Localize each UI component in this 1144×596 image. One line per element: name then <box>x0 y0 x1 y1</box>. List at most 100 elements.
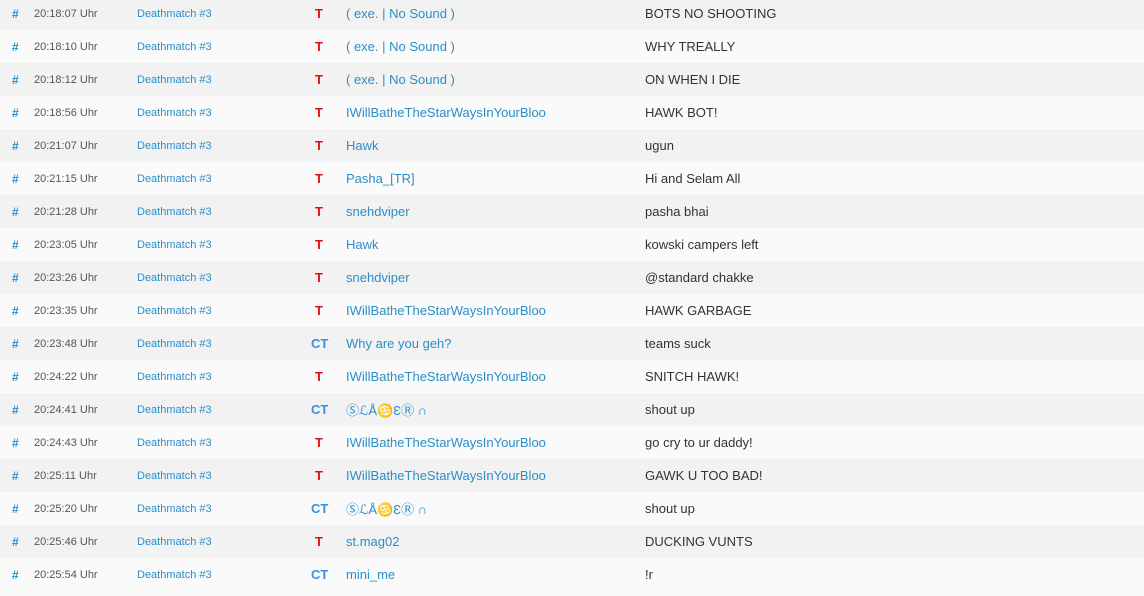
server-link[interactable]: Deathmatch #3 <box>137 106 212 119</box>
team-badge: CT <box>311 567 329 582</box>
player-link[interactable]: ( exe. | No Sound ) <box>346 6 455 21</box>
permalink-link[interactable]: # <box>12 369 19 384</box>
player-link[interactable]: IWillBatheTheStarWaysInYourBloo <box>346 468 546 483</box>
player-link[interactable]: IWillBatheTheStarWaysInYourBloo <box>346 435 546 450</box>
server-link[interactable]: Deathmatch #3 <box>137 568 212 581</box>
table-row: #20:25:11 Uhr Deathmatch #3 T IWillBatheThe… <box>0 459 1144 492</box>
permalink-link[interactable]: # <box>12 39 19 54</box>
team-badge: T <box>315 237 323 252</box>
permalink-link[interactable]: # <box>12 237 19 252</box>
permalink-link[interactable]: # <box>12 270 19 285</box>
player-link[interactable]: Hawk <box>346 138 379 153</box>
server-link[interactable]: Deathmatch #3 <box>137 40 212 53</box>
permalink-link[interactable]: # <box>12 138 19 153</box>
chat-message: WHY TREALLY <box>645 39 736 54</box>
server-link[interactable]: Deathmatch #3 <box>137 337 212 350</box>
player-link[interactable]: IWillBatheTheStarWaysInYourBloo <box>346 369 546 384</box>
table-row: #20:25:20 Uhr Deathmatch #3 CT ⓈℒÅ♋ƐⓇ ∩ shou… <box>0 492 1144 525</box>
chat-message: go cry to ur daddy! <box>645 435 753 450</box>
permalink-link[interactable]: # <box>12 402 19 417</box>
timestamp: 20:23:48 Uhr <box>34 337 98 350</box>
team-badge: T <box>315 39 323 54</box>
player-link[interactable]: mini_me <box>346 567 396 582</box>
permalink-link[interactable]: # <box>12 171 19 186</box>
table-row: #20:18:56 Uhr Deathmatch #3 T IWillBatheThe… <box>0 96 1144 129</box>
chat-message: ugun <box>645 138 674 153</box>
team-badge: T <box>315 72 323 87</box>
player-link[interactable]: IWillBatheTheStarWaysInYourBloo <box>346 105 546 120</box>
player-link[interactable]: ( exe. | No Sound ) <box>346 72 455 87</box>
team-badge: T <box>315 468 323 483</box>
team-badge: T <box>315 435 323 450</box>
permalink-link[interactable]: # <box>12 72 19 87</box>
timestamp: 20:18:07 Uhr <box>34 7 98 20</box>
chat-message: DUCKING VUNTS <box>645 534 753 549</box>
timestamp: 20:25:46 Uhr <box>34 535 98 548</box>
server-link[interactable]: Deathmatch #3 <box>137 469 212 482</box>
table-row: #20:18:07 Uhr Deathmatch #3 T ( exe. | No S… <box>0 0 1144 30</box>
server-link[interactable]: Deathmatch #3 <box>137 73 212 86</box>
player-link[interactable]: st.mag02 <box>346 534 400 549</box>
timestamp: 20:21:28 Uhr <box>34 205 98 218</box>
player-link[interactable]: snehdviper <box>346 270 410 285</box>
chat-message: BOTS NO SHOOTING <box>645 6 777 21</box>
table-row: #20:24:22 Uhr Deathmatch #3 T IWillBatheThe… <box>0 360 1144 393</box>
server-link[interactable]: Deathmatch #3 <box>137 403 212 416</box>
player-link[interactable]: Pasha_[TR] <box>346 171 415 186</box>
server-link[interactable]: Deathmatch #3 <box>137 502 212 515</box>
chat-message: shout up <box>645 402 695 417</box>
timestamp: 20:23:05 Uhr <box>34 238 98 251</box>
server-link[interactable]: Deathmatch #3 <box>137 271 212 284</box>
table-row: #20:23:05 Uhr Deathmatch #3 T Hawk kowski ca… <box>0 228 1144 261</box>
server-link[interactable]: Deathmatch #3 <box>137 172 212 185</box>
player-link[interactable]: ( exe. | No Sound ) <box>346 39 455 54</box>
chat-message: teams suck <box>645 336 711 351</box>
permalink-link[interactable]: # <box>12 501 19 516</box>
player-link[interactable]: ⓈℒÅ♋ƐⓇ ∩ <box>346 403 428 418</box>
permalink-link[interactable]: # <box>12 534 19 549</box>
team-badge: T <box>315 6 323 21</box>
permalink-link[interactable]: # <box>12 303 19 318</box>
server-link[interactable]: Deathmatch #3 <box>137 370 212 383</box>
server-link[interactable]: Deathmatch #3 <box>137 535 212 548</box>
player-link[interactable]: Why are you geh? <box>346 336 452 351</box>
permalink-link[interactable]: # <box>12 435 19 450</box>
player-link[interactable]: IWillBatheTheStarWaysInYourBloo <box>346 303 546 318</box>
server-link[interactable]: Deathmatch #3 <box>137 7 212 20</box>
server-link[interactable]: Deathmatch #3 <box>137 139 212 152</box>
chat-message: GAWK U TOO BAD! <box>645 468 763 483</box>
timestamp: 20:24:43 Uhr <box>34 436 98 449</box>
player-link[interactable]: snehdviper <box>346 204 410 219</box>
timestamp: 20:18:12 Uhr <box>34 73 98 86</box>
timestamp: 20:25:54 Uhr <box>34 568 98 581</box>
permalink-link[interactable]: # <box>12 468 19 483</box>
server-link[interactable]: Deathmatch #3 <box>137 304 212 317</box>
team-badge: T <box>315 303 323 318</box>
chat-message: ON WHEN I DIE <box>645 72 741 87</box>
permalink-link[interactable]: # <box>12 567 19 582</box>
table-row: #20:24:43 Uhr Deathmatch #3 T IWillBatheThe… <box>0 426 1144 459</box>
timestamp: 20:23:26 Uhr <box>34 271 98 284</box>
permalink-link[interactable]: # <box>12 6 19 21</box>
chat-message: Hi and Selam All <box>645 171 741 186</box>
permalink-link[interactable]: # <box>12 336 19 351</box>
table-row: #20:21:15 Uhr Deathmatch #3 T Pasha_[TR] Hi … <box>0 162 1144 195</box>
team-badge: T <box>315 534 323 549</box>
team-badge: T <box>315 105 323 120</box>
team-badge: CT <box>311 336 329 351</box>
timestamp: 20:25:20 Uhr <box>34 502 98 515</box>
table-row: #20:18:12 Uhr Deathmatch #3 T ( exe. | No S… <box>0 63 1144 96</box>
permalink-link[interactable]: # <box>12 204 19 219</box>
server-link[interactable]: Deathmatch #3 <box>137 205 212 218</box>
player-link[interactable]: ⓈℒÅ♋ƐⓇ ∩ <box>346 502 428 517</box>
chat-message: SNITCH HAWK! <box>645 369 740 384</box>
team-badge: T <box>315 369 323 384</box>
server-link[interactable]: Deathmatch #3 <box>137 238 212 251</box>
chat-message: kowski campers left <box>645 237 759 252</box>
player-link[interactable]: Hawk <box>346 237 379 252</box>
chat-message: @standard chakke <box>645 270 754 285</box>
server-link[interactable]: Deathmatch #3 <box>137 436 212 449</box>
permalink-link[interactable]: # <box>12 105 19 120</box>
